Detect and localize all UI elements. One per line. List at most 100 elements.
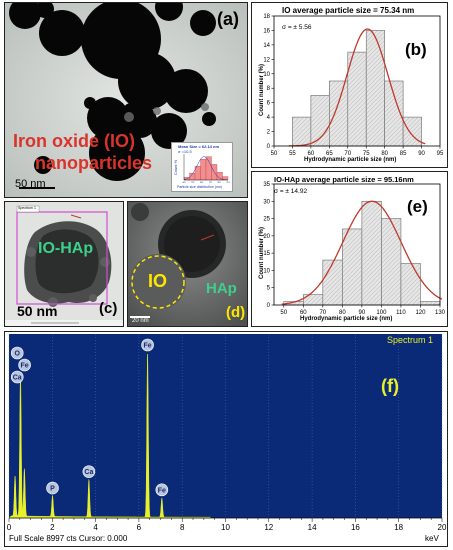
chart-f-spectrum [8, 353, 211, 519]
inset-tick-label: 50 [191, 181, 195, 184]
chart-f-peak-label: P [50, 486, 55, 493]
chart-f-peak-label: Fe [143, 343, 151, 350]
inset-ylabel: Count % [173, 159, 179, 176]
chart-f-peak-label: Fe [158, 487, 166, 494]
panel-c-scale: 50 nm [17, 303, 58, 319]
chart-b-xtick-label: 65 [326, 151, 333, 157]
inset-xlabel: Particle size distribution (nm) [177, 185, 222, 189]
panel-f-label: (f) [381, 376, 399, 396]
chart-e-ytick-label: 5 [267, 286, 271, 292]
chart-f-xtick-label: 8 [180, 523, 185, 532]
chart-b-xtick-label: 70 [344, 151, 351, 157]
chart-b-ytick-label: 18 [263, 14, 270, 20]
chart-f-peak-bubble [82, 465, 96, 478]
panel-a: (a) Iron oxide (IO) nanoparticles 50 nm … [4, 2, 248, 198]
chart-b-ytick-label: 4 [267, 115, 271, 121]
chart-e-bar-hatch [303, 294, 323, 305]
chart-e-bar-hatch [400, 263, 421, 305]
chart-b-xtick-label: 60 [308, 151, 315, 157]
chart-e-xtick-label: 70 [319, 310, 326, 316]
chart-e: 50 60 70 80 90 100 110 120 130 0 5 10 15 20 25 30 35 [263, 182, 445, 316]
chart-f-xtick-label: 2 [50, 523, 55, 532]
chart-e-xtick-label: 50 [280, 310, 287, 316]
chart-b-xtick-label: 75 [363, 151, 370, 157]
chart-e-ytick-label: 35 [263, 182, 270, 188]
panel-d-io-text: IO [148, 271, 168, 291]
inset-tick-label: 40 [182, 181, 186, 184]
chart-b-ylabel: Count number (%) [259, 64, 265, 116]
panel-a-inset: Mean Size = 62.14 nm σ =10.5 Count % 40 5… [171, 142, 233, 192]
panel-d-hap-text: HAp [206, 280, 237, 297]
chart-e-ytick-label: 25 [263, 217, 270, 223]
chart-b-bar-hatch [347, 52, 367, 146]
chart-b-xtick-label: 50 [271, 151, 278, 157]
chart-f-peak-label: O [15, 351, 21, 358]
panel-a-label: (a) [217, 9, 239, 29]
chart-b-bar-hatch [403, 117, 422, 146]
chart-b-xtick-label: 90 [418, 151, 425, 157]
chart-b-ytick-label: 12 [263, 57, 270, 63]
chart-e-ylabel: Count number (%) [259, 227, 265, 279]
panel-e: 50 60 70 80 90 100 110 120 130 0 5 10 15 20 25 30 35 IO-… [251, 171, 448, 327]
panel-a-micrograph [5, 3, 247, 197]
chart-b-ytick-label: 0 [267, 144, 271, 150]
chart-e-bar-hatch [420, 301, 440, 305]
chart-e-fit-curve [281, 200, 443, 305]
panel-c-micrograph [5, 202, 123, 326]
chart-e-ytick-label: 15 [263, 251, 270, 257]
chart-b-ytick-label: 16 [263, 28, 270, 34]
chart-e-bar-hatch [283, 301, 304, 305]
chart-e-bar-hatch [322, 260, 343, 305]
chart-f-peak-marker: Fe [155, 483, 169, 497]
panel-e-label: (e) [407, 197, 428, 216]
chart-f-xtick-label: 12 [264, 523, 273, 532]
chart-e-xtick-label: 120 [415, 310, 426, 316]
chart-b-title: IO average particle size = 75.34 nm [282, 6, 415, 15]
inset-bar [200, 159, 207, 181]
chart-e-frame [273, 183, 441, 306]
chart-e-xtick-label: 110 [396, 310, 406, 316]
panel-d-micrograph [128, 202, 247, 326]
chart-b-bar-hatch [384, 81, 404, 146]
chart-f-peak-marker: Fe [141, 338, 154, 352]
chart-f-xtick-label: 6 [137, 523, 142, 532]
panel-f: O Fe Ca P Ca Fe Fe 0 2 4 6 8 10 12 14 16 18 20 Spectrum 1… [4, 331, 448, 547]
chart-e-xtick-label: 90 [359, 310, 366, 316]
panel-b: 50 55 60 65 70 75 80 85 90 95 0 2 4 6 8 10 12 14 16 18 IO a… [251, 2, 448, 168]
chart-f-xtick-label: 0 [7, 523, 12, 532]
chart-f-peak-bubble [155, 483, 169, 497]
chart-f-peak-label: Fe [21, 363, 29, 370]
chart-e-sigma: σ = ± 14.92 [274, 188, 308, 195]
chart-f-peak-marker: Fe [18, 358, 31, 372]
panel-b-label: (b) [405, 40, 427, 59]
chart-f-peak-label: Ca [84, 469, 93, 476]
chart-f-spectrum-label: Spectrum 1 [387, 335, 434, 345]
panel-c: Spectrum 1 IO-HAp 50 nm (c) [4, 201, 124, 327]
chart-e-xtick-label: 80 [339, 310, 346, 316]
panel-a-title-line1: Iron oxide (IO) [13, 131, 136, 151]
chart-b-ytick-label: 8 [267, 86, 271, 92]
chart-f-peak-bubble [141, 338, 154, 352]
inset-tick-label: 80 [218, 181, 222, 184]
chart-f-xtick-label: 18 [394, 523, 403, 532]
chart-b-xtick-label: 85 [400, 151, 407, 157]
inset-tick-label: 90 [226, 181, 230, 184]
inset-tick-label: 70 [209, 181, 213, 184]
chart-e-ytick-label: 10 [263, 268, 270, 274]
inset-histogram: 40 50 60 70 80 90 [182, 154, 230, 184]
chart-e-title: IO-HAp average particle size = 95.16nm [274, 175, 414, 184]
chart-f-peak-marker: Ca [10, 370, 24, 384]
chart-b-bar-hatch [366, 30, 385, 147]
inset-bar [205, 156, 212, 181]
chart-e-bar-hatch [381, 218, 401, 305]
inset-fit-curve [183, 156, 229, 181]
chart-b-xlabel: Hydrodynamic particle size (nm) [304, 157, 397, 163]
chart-f-peak-bubble [46, 481, 59, 495]
chart-b-bar-hatch [329, 81, 348, 146]
chart-e-ytick-label: 20 [263, 234, 270, 240]
chart-f-peak-marker: P [46, 481, 59, 495]
chart-f-xtick-label: 16 [351, 523, 360, 532]
chart-f-unit: keV [425, 534, 439, 543]
chart-e-bar-hatch [342, 228, 362, 305]
